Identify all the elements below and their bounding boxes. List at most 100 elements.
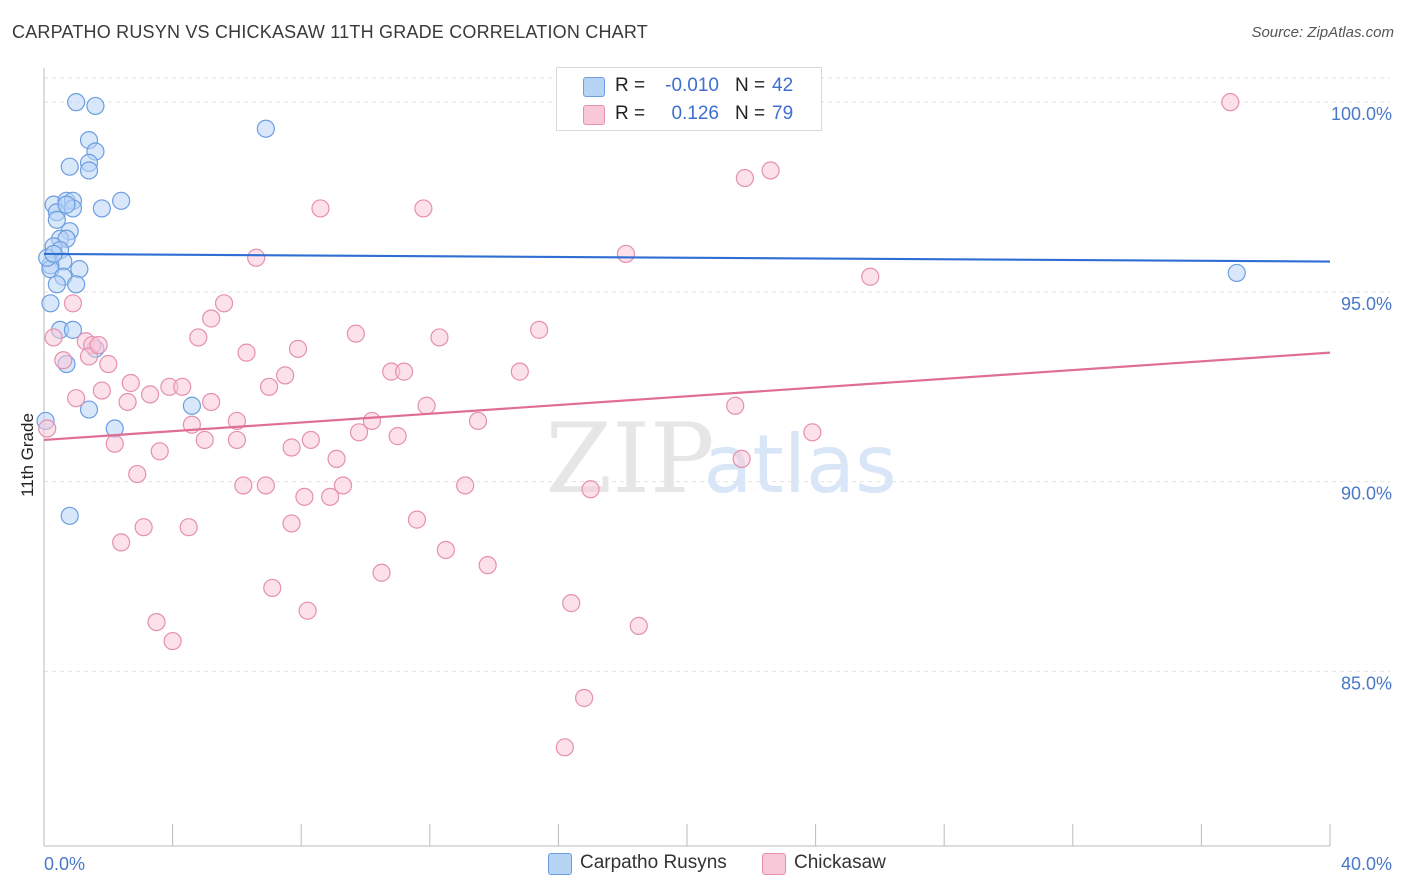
chickasaw-point [234,476,253,495]
legend-r-value: -0.010 [665,75,719,96]
legend-r-label: R = [615,75,646,96]
chickasaw-point [112,533,131,552]
carpatho-point [67,93,86,112]
source-label: Source: ZipAtlas.com [1251,24,1394,41]
grid-lines [44,77,1390,672]
y-axis-title: 11th Grade [18,413,37,497]
chickasaw-point [147,612,166,632]
chickasaw-point [282,514,301,533]
carpatho-point [41,294,60,313]
chickasaw-point [311,199,330,218]
chickasaw-point [54,351,73,370]
carpatho-trend-line [43,252,1331,263]
chickasaw-point [179,518,198,537]
chickasaw-point [263,578,282,598]
chickasaw-point [394,362,414,381]
x-tick-label: 0.0% [44,854,85,874]
chickasaw-point [298,601,317,620]
carpatho-point [57,195,76,214]
chickasaw-point [195,430,214,450]
carpatho-point [60,157,79,176]
chickasaw-point [295,487,314,506]
legend-r-label: R = [615,103,646,124]
chickasaw-point [282,438,301,457]
chickasaw-point [214,294,234,313]
watermark: ZIP atlas [545,403,896,515]
series-swatch-carpatho [548,853,572,875]
legend-n-value: 79 [772,103,794,124]
chickasaw-point [44,328,63,347]
carpatho-point [67,275,86,294]
carpatho-point [1227,263,1246,283]
carpatho-point [79,400,99,419]
chickasaw-point [288,339,308,358]
legend-row-chickasaw: R = 0.126 N = 79 [557,100,821,128]
chickasaw-point [581,480,600,499]
chickasaw-point [227,411,246,431]
chickasaw-point [468,411,488,431]
series-legend: Carpatho Rusyns Chickasaw [0,852,1406,878]
chickasaw-point [430,328,449,347]
carpatho-point [182,396,201,415]
chickasaw-point [276,366,295,385]
chickasaw-point [861,267,880,286]
chickasaw-point [414,199,433,218]
legend-swatch-chickasaw [583,105,605,125]
chickasaw-point [118,392,137,412]
chickasaw-point [616,244,636,264]
chickasaw-point [803,423,822,442]
chickasaw-point [134,518,153,537]
series-swatch-chickasaw [762,853,786,875]
chickasaw-point [388,427,407,446]
legend-n-label: N = [735,75,766,96]
chickasaw-point [227,430,246,450]
chickasaw-point [346,324,365,343]
y-tick-label: 95.0% [1341,294,1392,314]
carpatho-point [63,320,83,339]
chickasaw-point [327,449,346,468]
legend-r-value: 0.126 [671,103,719,124]
chickasaw-point [555,738,574,757]
chickasaw-point [726,396,745,415]
chickasaw-point [333,476,353,495]
chickasaw-point [735,168,754,188]
chickasaw-point [63,294,83,313]
chickasaw-point [301,430,320,450]
chickasaw-point [128,464,147,484]
y-tick-label: 85.0% [1341,673,1392,693]
carpatho-point [70,260,89,279]
chickasaw-point [173,377,192,396]
axis-labels: 85.0% 90.0% 95.0% 100.0% 0.0% 40.0% 11th Grade [18,104,1392,874]
chickasaw-point [349,423,369,442]
chickasaw-point [732,449,751,468]
chickasaw-point [417,396,436,415]
legend-row-carpatho: R = -0.010 N = 42 [557,72,821,100]
axes [43,68,1331,847]
legend-swatch-carpatho [583,77,605,97]
chickasaw-point [121,373,140,393]
y-tick-label: 100.0% [1331,104,1392,124]
carpatho-point [86,96,105,116]
x-tick-label: 40.0% [1341,854,1392,874]
watermark-zip: ZIP [545,403,714,515]
legend-n-label: N = [735,103,766,124]
chickasaw-point [202,392,221,412]
chickasaw-point [38,419,57,438]
chickasaw-point [259,377,279,396]
chickasaw-point [105,434,124,453]
chickasaw-point [1221,93,1240,112]
series-label-carpatho: Carpatho Rusyns [580,852,727,873]
chickasaw-point [247,248,266,267]
carpatho-point [47,210,66,229]
y-tick-label: 90.0% [1341,484,1392,504]
chickasaw-point [256,476,275,495]
chickasaw-point [189,328,208,347]
carpatho-point [92,199,111,218]
chickasaw-point [478,556,497,575]
chickasaw-point [510,362,529,381]
chickasaw-point [67,389,86,408]
chickasaw-point [99,354,118,374]
chickasaw-point [575,688,594,708]
carpatho-point [256,119,275,138]
